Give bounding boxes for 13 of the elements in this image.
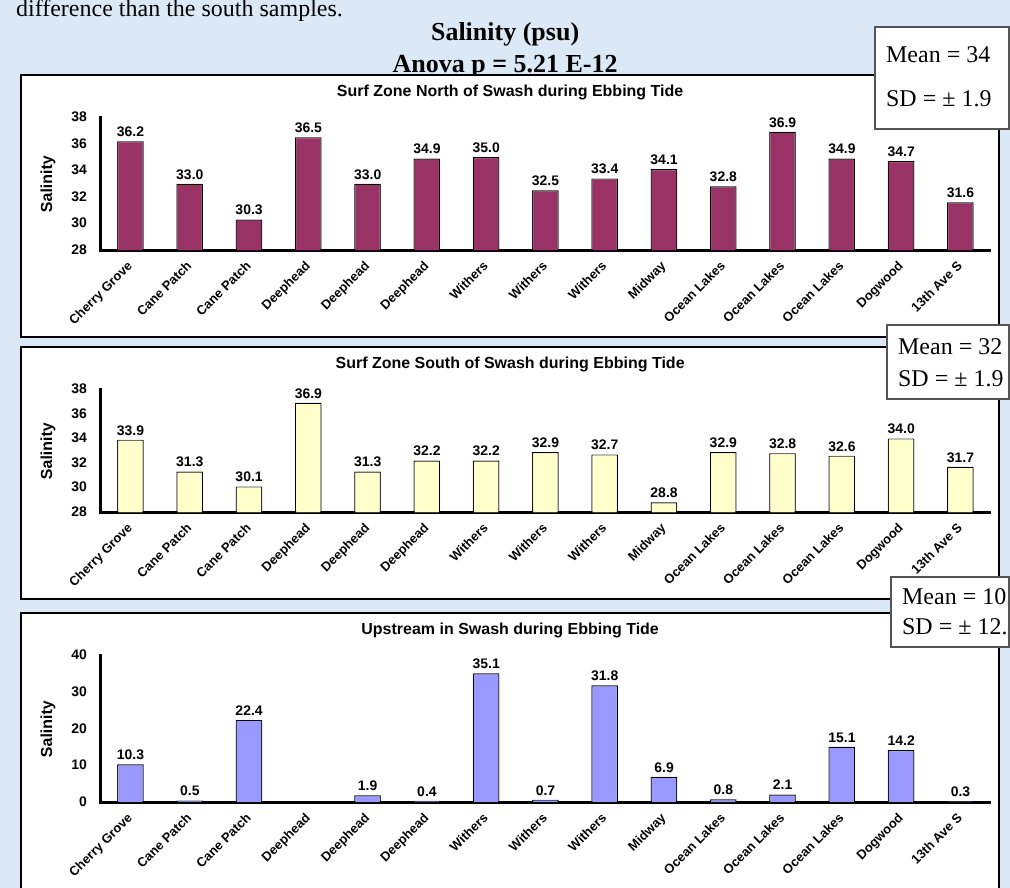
y-axis-title: Salinity xyxy=(38,699,57,758)
text: SD = ± 1.9 xyxy=(886,82,994,116)
chart-title: Surf Zone South of Swash during Ebbing Tide xyxy=(335,354,686,373)
text: Salinity (psu) xyxy=(430,16,580,46)
chart-title: Upstream in Swash during Ebbing Tide xyxy=(361,620,660,639)
annotation: SD = ± 1.9 xyxy=(898,362,1004,394)
chart-title: Surf Zone North of Swash during Ebbing Tide xyxy=(336,82,685,101)
text: Mean = 10. xyxy=(902,582,1010,612)
text: Mean = 32 xyxy=(898,330,1003,362)
text: SD = ± 12. xyxy=(902,612,1008,642)
y-axis-title: Salinity xyxy=(38,421,57,480)
y-axis-title: Salinity xyxy=(38,154,57,213)
text: Mean = 34 xyxy=(886,38,993,72)
